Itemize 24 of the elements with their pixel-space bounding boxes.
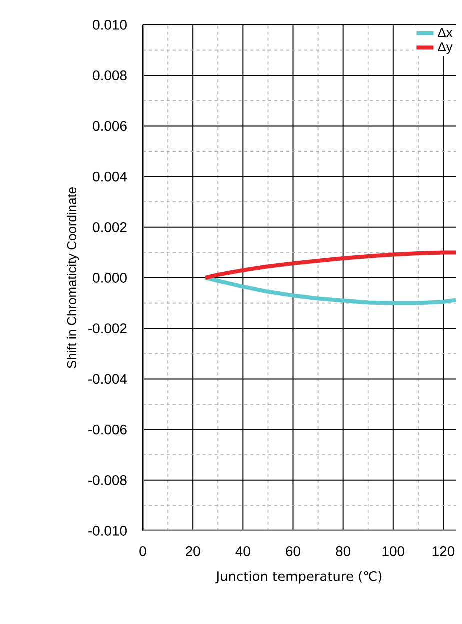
y-tick-label: -0.004: [88, 374, 128, 384]
x-tick-label: 40: [236, 546, 250, 556]
y-tick-label: 0.008: [93, 70, 127, 81]
y-tick-label: 0.000: [93, 273, 127, 283]
y-axis-title: Shift in Chromaticity Coordinate: [67, 188, 80, 368]
legend-label: Δx: [438, 28, 453, 38]
y-tick-label: -0.002: [88, 324, 127, 334]
y-tick-label: -0.006: [88, 424, 127, 435]
x-tick-label: 20: [186, 546, 200, 556]
x-tick-label: 60: [286, 546, 300, 556]
y-tick-label: -0.008: [88, 475, 127, 486]
line-series: [204, 276, 456, 306]
x-axis-title: Junction temperature (℃): [216, 571, 382, 584]
y-tick-label: -0.010: [88, 526, 127, 536]
line-series: [204, 250, 456, 280]
x-tick-label: 120: [432, 546, 455, 556]
x-tick-label: 100: [382, 546, 404, 556]
legend-label: Δy: [438, 42, 453, 54]
y-tick-label: 0.002: [93, 222, 127, 232]
x-tick-label: 80: [336, 546, 351, 556]
x-tick-label: 0: [140, 546, 146, 556]
y-tick-label: 0.006: [93, 121, 127, 132]
y-tick-label: 0.004: [93, 172, 128, 182]
y-tick-label: 0.010: [93, 20, 127, 30]
